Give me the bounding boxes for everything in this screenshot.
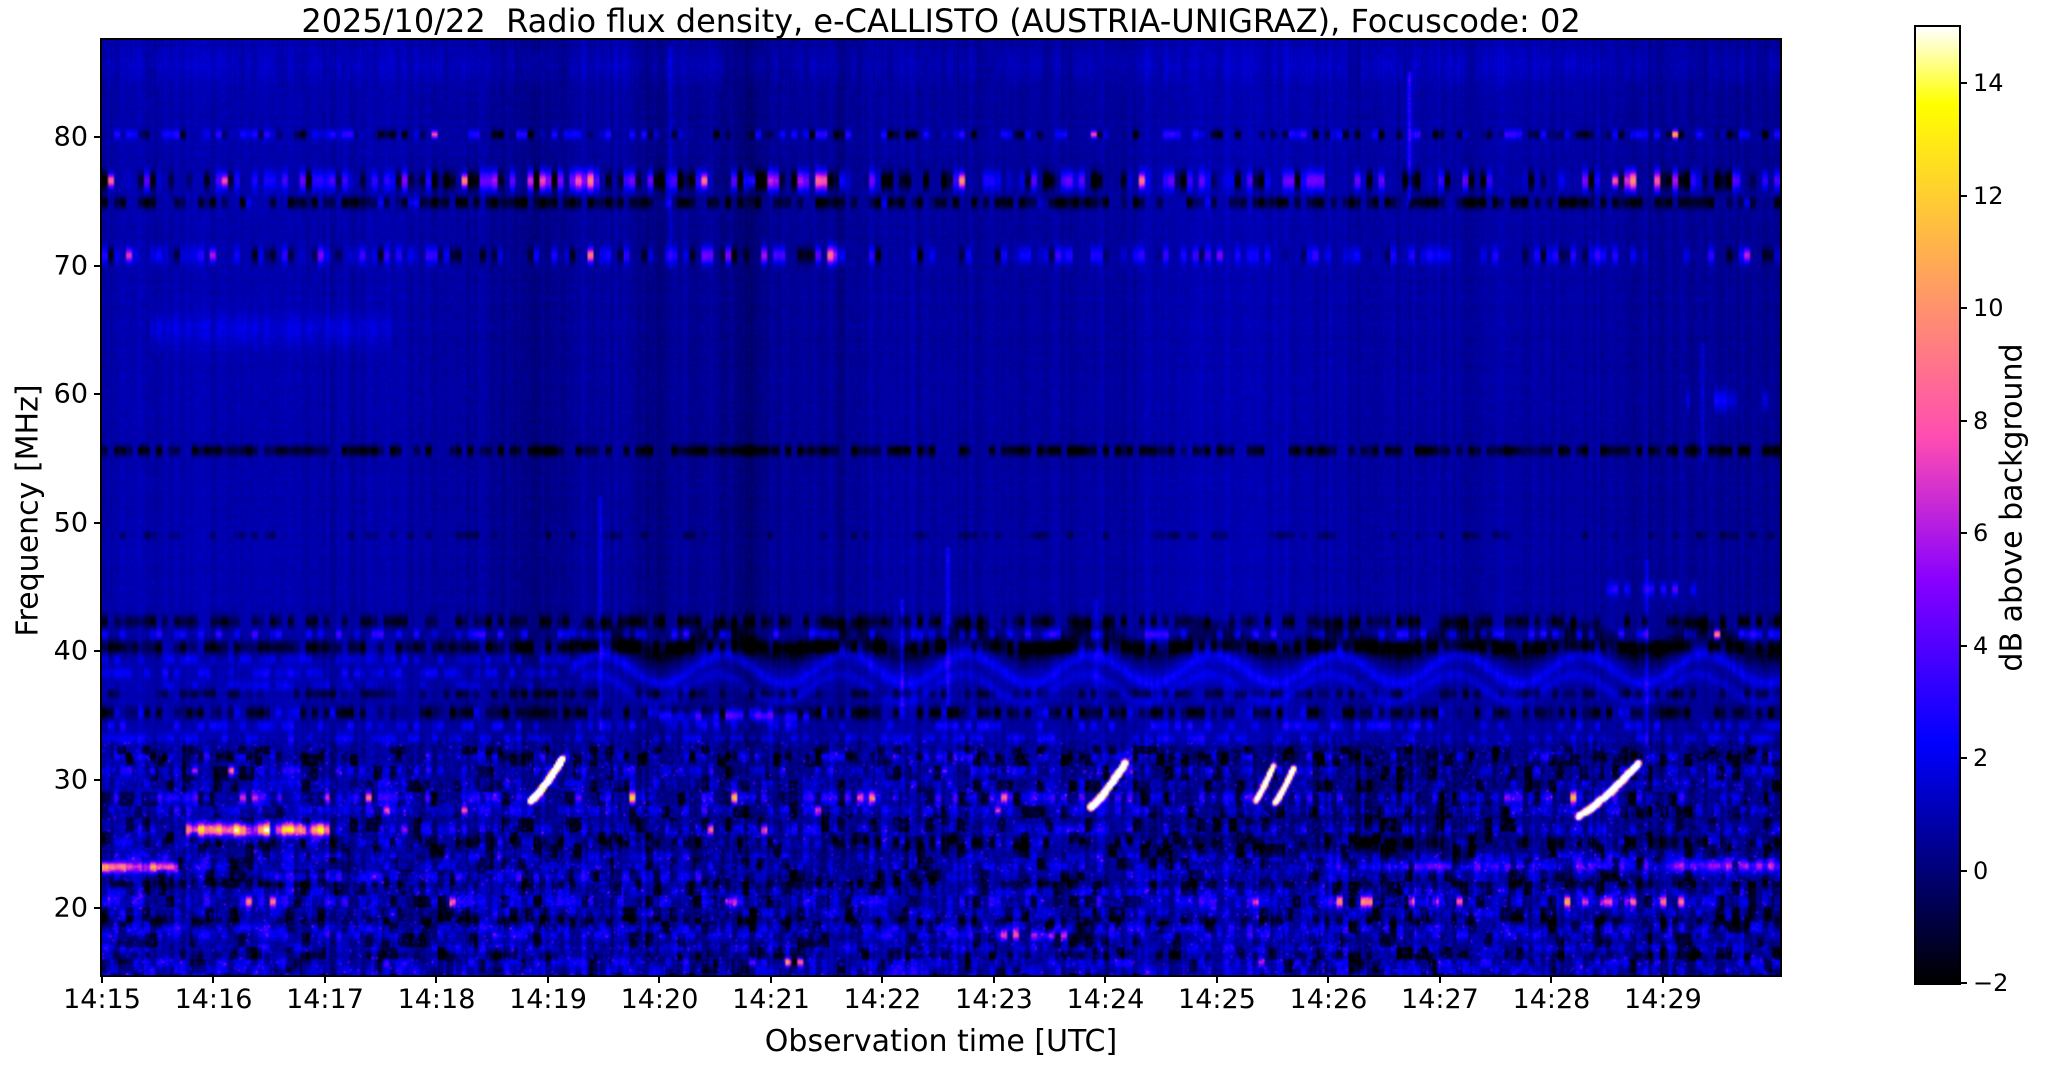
x-tick-label: 14:20 (620, 984, 699, 1015)
y-tick-label: 20 (53, 892, 88, 924)
colorbar-gradient (1916, 27, 1959, 983)
colorbar-label: dB above background (1994, 343, 2030, 672)
x-tick-mark (1550, 977, 1553, 983)
x-tick-label: 14:21 (732, 984, 810, 1015)
y-tick-label: 30 (53, 764, 88, 796)
y-tick-mark (94, 521, 100, 524)
x-tick-mark (435, 977, 438, 983)
x-tick-mark (881, 977, 884, 983)
y-tick-label: 60 (53, 378, 88, 410)
x-tick-label: 14:15 (63, 984, 141, 1015)
x-tick-mark (992, 977, 995, 983)
x-tick-label: 14:26 (1289, 984, 1368, 1015)
colorbar-tick-mark (1961, 82, 1967, 85)
x-tick-label: 14:23 (955, 984, 1033, 1015)
y-tick-label: 80 (53, 121, 88, 153)
colorbar-tick-label: −2 (1973, 969, 2009, 997)
x-tick-label: 14:17 (286, 984, 364, 1015)
x-tick-mark (1661, 977, 1664, 983)
x-tick-mark (546, 977, 549, 983)
colorbar-tick-mark (1961, 194, 1967, 197)
colorbar-tick-mark (1961, 757, 1967, 760)
x-tick-label: 14:24 (1066, 984, 1145, 1015)
x-tick-mark (101, 977, 103, 983)
x-tick-label: 14:28 (1512, 984, 1591, 1015)
colorbar-tick-label: 8 (1973, 406, 1989, 435)
colorbar-tick-label: 2 (1973, 744, 1989, 773)
x-tick-label: 14:22 (843, 984, 922, 1015)
x-tick-mark (1215, 977, 1218, 983)
plot-area (100, 38, 1782, 977)
y-tick-label: 70 (53, 250, 88, 282)
x-tick-label: 14:16 (174, 984, 253, 1015)
x-tick-label: 14:27 (1401, 984, 1479, 1015)
colorbar-tick-label: 0 (1973, 856, 1989, 885)
x-tick-label: 14:18 (397, 984, 476, 1015)
colorbar-tick-label: 12 (1973, 181, 2004, 210)
colorbar-tick-label: 14 (1973, 69, 2004, 98)
y-tick-mark (94, 393, 100, 396)
colorbar-tick-mark (1961, 644, 1967, 647)
colorbar-tick-mark (1961, 307, 1967, 310)
y-tick-mark (94, 650, 100, 653)
x-tick-mark (1104, 977, 1107, 983)
x-tick-mark (769, 977, 772, 983)
x-tick-mark (323, 977, 326, 983)
x-tick-mark (1327, 977, 1330, 983)
x-tick-mark (658, 977, 661, 983)
x-tick-mark (1438, 977, 1441, 983)
y-tick-label: 40 (53, 635, 88, 667)
x-tick-label: 14:19 (509, 984, 587, 1015)
colorbar-tick-mark (1961, 419, 1967, 422)
spectrogram-heatmap (102, 40, 1780, 975)
x-tick-label: 14:25 (1178, 984, 1256, 1015)
x-axis-label: Observation time [UTC] (764, 1024, 1118, 1059)
y-tick-mark (94, 778, 100, 781)
y-tick-mark (94, 136, 100, 139)
colorbar-tick-mark (1961, 869, 1967, 872)
x-tick-mark (212, 977, 215, 983)
y-tick-label: 50 (53, 507, 88, 539)
colorbar-tick-label: 10 (1973, 294, 2004, 323)
y-tick-mark (94, 264, 100, 267)
colorbar-tick-mark (1961, 982, 1967, 984)
colorbar-tick-label: 6 (1973, 519, 1989, 548)
x-tick-label: 14:29 (1624, 984, 1702, 1015)
y-axis-label: Frequency [MHz] (10, 384, 46, 637)
colorbar-tick-mark (1961, 532, 1967, 535)
colorbar-tick-label: 4 (1973, 631, 1989, 660)
chart-title: 2025/10/22 Radio flux density, e-CALLIST… (301, 2, 1581, 40)
y-tick-mark (94, 907, 100, 910)
colorbar (1914, 25, 1961, 985)
